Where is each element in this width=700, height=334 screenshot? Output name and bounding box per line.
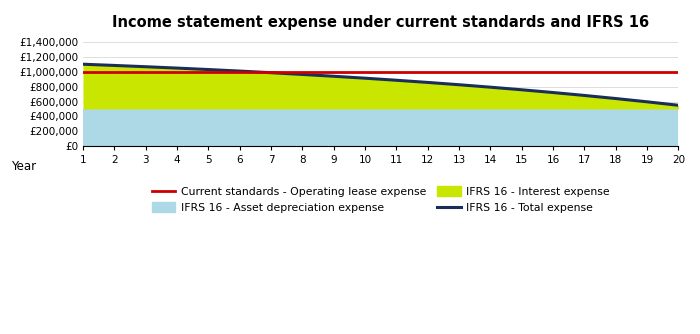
Title: Income statement expense under current standards and IFRS 16: Income statement expense under current s… — [112, 15, 650, 30]
Text: Year: Year — [10, 160, 36, 173]
Legend: Current standards - Operating lease expense, IFRS 16 - Asset depreciation expens: Current standards - Operating lease expe… — [147, 182, 614, 217]
